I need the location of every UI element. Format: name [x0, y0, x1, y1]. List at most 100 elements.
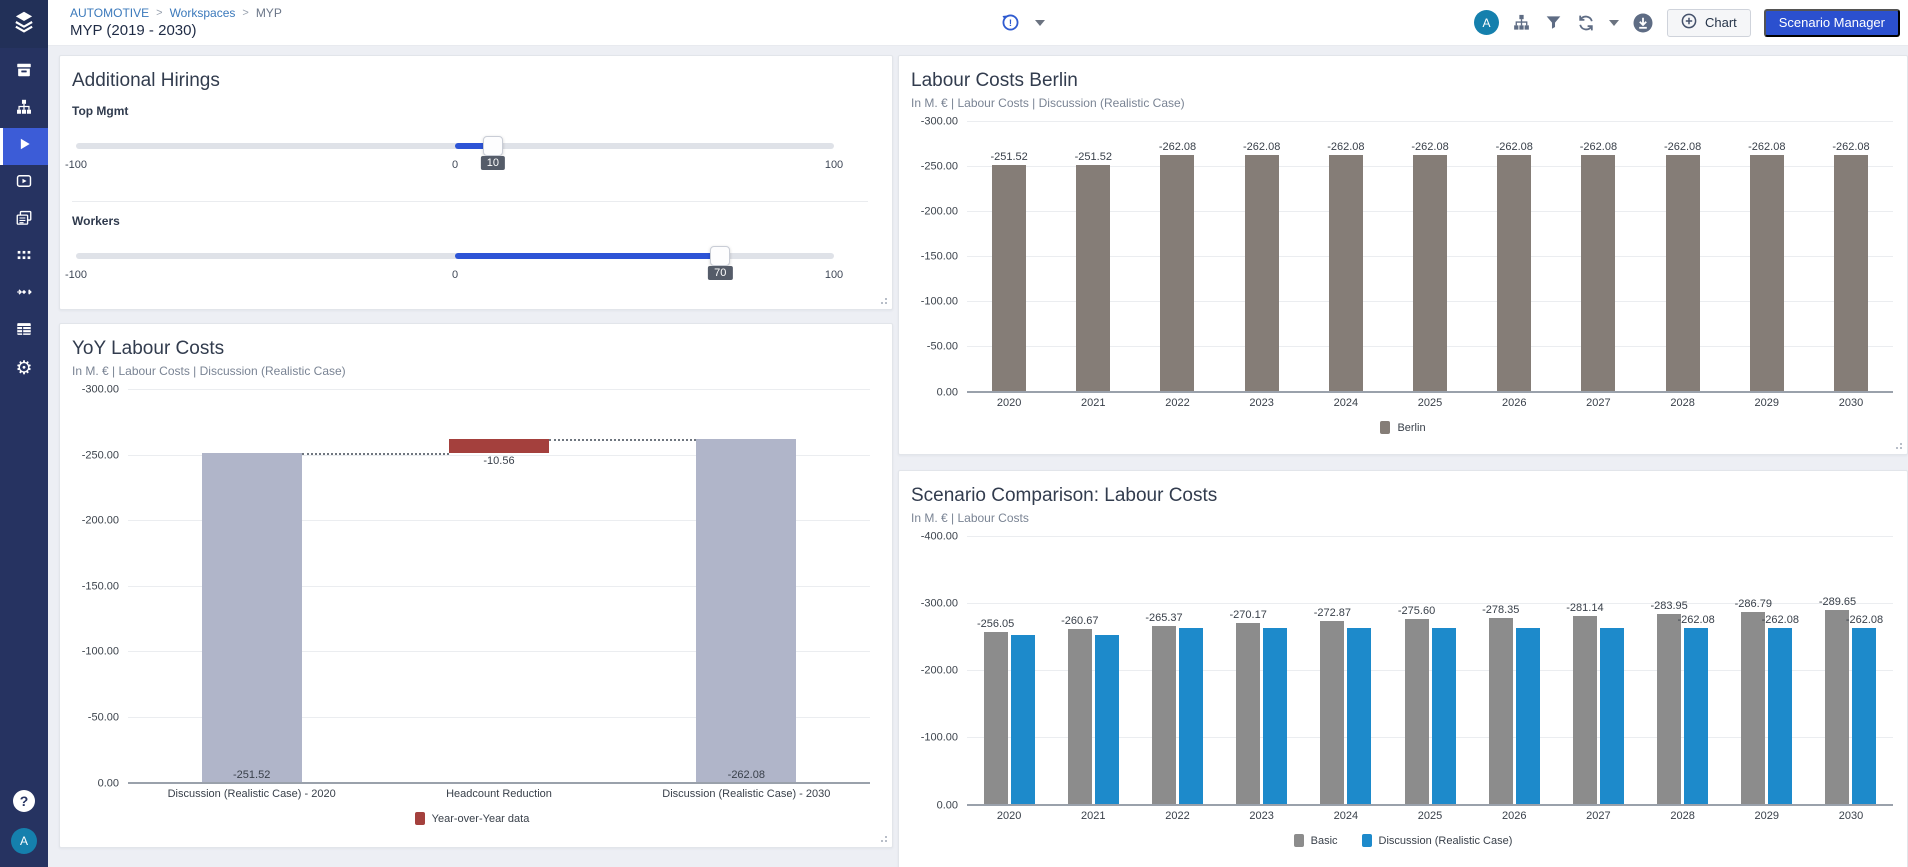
- bar-berlin[interactable]: -251.52: [990, 151, 1028, 391]
- x-category-label: 2026: [1501, 397, 1527, 409]
- panel-resize-handle[interactable]: [1900, 447, 1902, 449]
- bar-basic[interactable]: -286.79: [1735, 598, 1772, 804]
- bar-berlin[interactable]: -262.08: [1159, 141, 1196, 391]
- legend-item[interactable]: Discussion (Realistic Case): [1361, 834, 1512, 847]
- history-reset-icon[interactable]: !: [1000, 12, 1021, 33]
- chart-legend: Year-over-Year data: [72, 812, 872, 825]
- slider-tick-label: -100: [64, 159, 88, 171]
- panel-resize-handle[interactable]: [885, 302, 887, 304]
- bar-basic[interactable]: -278.35: [1482, 604, 1519, 804]
- x-category-label: 2025: [1417, 397, 1443, 409]
- bar-basic[interactable]: -272.87: [1314, 607, 1351, 804]
- slider-handle[interactable]: [710, 246, 731, 266]
- header-avatar[interactable]: A: [1473, 10, 1499, 35]
- sidebar-nav: ⚙: [0, 54, 48, 387]
- refresh-icon[interactable]: [1576, 13, 1596, 33]
- bar-group-2030: -262.08: [1809, 121, 1893, 391]
- bar-berlin[interactable]: -262.08: [1243, 141, 1280, 391]
- bar-discussion-realistic-case-[interactable]: [1347, 628, 1372, 804]
- bar-berlin[interactable]: -262.08: [1832, 141, 1870, 391]
- sidebar-item-slides[interactable]: [0, 202, 48, 239]
- waterfall-bar[interactable]: -251.52: [201, 452, 302, 782]
- download-icon[interactable]: [1632, 12, 1654, 34]
- sidebar-item-video[interactable]: [0, 165, 48, 202]
- legend-label: Year-over-Year data: [431, 812, 530, 825]
- slider-track[interactable]: [76, 246, 834, 266]
- bar-group-2021: -251.52: [1051, 121, 1135, 391]
- waterfall-bar[interactable]: -10.56: [448, 438, 549, 467]
- chart-title: YoY Labour Costs: [72, 338, 225, 359]
- bar-discussion-realistic-case-[interactable]: -262.08: [1846, 614, 1883, 804]
- sidebar-item-sitemap[interactable]: [0, 91, 48, 128]
- bar-discussion-realistic-case-[interactable]: -262.08: [1677, 614, 1715, 804]
- x-category-label: 2027: [1586, 397, 1611, 409]
- x-category-label: 2022: [1165, 810, 1190, 822]
- bar-discussion-realistic-case-[interactable]: [1599, 628, 1624, 804]
- slider-track[interactable]: [76, 136, 834, 156]
- archive-icon: [15, 61, 33, 84]
- y-tick-label: -300.00: [920, 115, 958, 128]
- slider-label: Workers: [72, 214, 120, 228]
- breadcrumb-automotive[interactable]: AUTOMOTIVE: [70, 6, 150, 20]
- sidebar-item-flows[interactable]: [0, 276, 48, 313]
- bar-value-label: -262.08: [1832, 141, 1870, 154]
- sitemap-icon: [15, 98, 33, 121]
- bar-basic[interactable]: -283.95: [1650, 600, 1688, 804]
- bar-value-label: -262.08: [1411, 141, 1449, 154]
- x-axis-labels: 2020 2021 2022 2023 2024 2025 2026 2027 2028 2029…: [967, 810, 1893, 822]
- bar-discussion-realistic-case-[interactable]: -262.08: [1762, 614, 1799, 804]
- bar-discussion-realistic-case-[interactable]: [1010, 635, 1035, 804]
- bar-group-2021: -260.67: [1051, 536, 1135, 804]
- bar-berlin[interactable]: -262.08: [1496, 141, 1533, 391]
- scenario-manager-button[interactable]: Scenario Manager: [1763, 8, 1900, 37]
- legend-item[interactable]: Berlin: [1380, 421, 1426, 434]
- legend-item[interactable]: Basic: [1293, 834, 1338, 847]
- sidebar-item-settings[interactable]: ⚙: [0, 350, 48, 387]
- bar-value-label: -262.08: [1663, 141, 1702, 154]
- sidebar-item-play-active[interactable]: [0, 128, 48, 165]
- bar-berlin[interactable]: -262.08: [1580, 141, 1617, 391]
- bar-group-2022: -265.37: [1135, 536, 1219, 804]
- bar-basic[interactable]: -265.37: [1145, 612, 1183, 804]
- bar-discussion-realistic-case-[interactable]: [1431, 628, 1456, 804]
- gear-icon: ⚙: [15, 358, 33, 379]
- bar-berlin[interactable]: -262.08: [1664, 141, 1701, 391]
- breadcrumb-workspaces[interactable]: Workspaces: [169, 6, 236, 20]
- filter-icon[interactable]: [1544, 13, 1563, 32]
- bar-discussion-realistic-case-[interactable]: [1263, 628, 1288, 804]
- app-logo[interactable]: [0, 0, 48, 48]
- sidebar-bottom: ? A: [0, 790, 48, 867]
- help-button[interactable]: ?: [13, 790, 35, 812]
- waterfall-connector: [548, 438, 697, 441]
- share-sitemap-icon[interactable]: [1512, 13, 1531, 32]
- bar-value-label: -272.87: [1313, 607, 1351, 620]
- bar-basic[interactable]: -289.65: [1819, 596, 1856, 804]
- bar-berlin[interactable]: -251.52: [1075, 151, 1112, 391]
- bar-value-label: -278.35: [1482, 603, 1520, 616]
- bar-basic[interactable]: -260.67: [1061, 615, 1098, 804]
- slider-list: Top Mgmt -100 0 100 10 Workers -100 0 100 70: [65, 92, 868, 311]
- bar-basic[interactable]: -270.17: [1230, 609, 1267, 804]
- bar-berlin[interactable]: -262.08: [1748, 141, 1785, 391]
- bar-basic[interactable]: -275.60: [1398, 605, 1435, 804]
- add-chart-button[interactable]: Chart: [1666, 8, 1751, 37]
- bar-discussion-realistic-case-[interactable]: [1178, 628, 1203, 804]
- x-category-label: Headcount Reduction: [446, 788, 552, 800]
- bar-berlin[interactable]: -262.08: [1411, 141, 1449, 391]
- bar-discussion-realistic-case-[interactable]: [1515, 628, 1540, 804]
- sidebar-item-archive[interactable]: [0, 54, 48, 91]
- bar-basic[interactable]: -281.14: [1566, 602, 1604, 804]
- bar-basic[interactable]: -256.05: [977, 618, 1014, 804]
- panel-resize-handle[interactable]: [885, 840, 887, 842]
- sidebar-avatar[interactable]: A: [11, 828, 37, 854]
- slider-handle[interactable]: [482, 136, 503, 156]
- legend-item[interactable]: Year-over-Year data: [414, 812, 530, 825]
- bar-discussion-realistic-case-[interactable]: [1094, 635, 1119, 804]
- x-axis-baseline: 0.00: [937, 799, 1893, 811]
- bar-berlin[interactable]: -262.08: [1327, 141, 1365, 391]
- sidebar-item-table[interactable]: [0, 313, 48, 350]
- refresh-dropdown-caret[interactable]: [1608, 19, 1619, 26]
- waterfall-bar[interactable]: -262.08: [696, 438, 797, 782]
- history-dropdown-caret[interactable]: [1035, 19, 1045, 26]
- sidebar-item-nodes[interactable]: [0, 239, 48, 276]
